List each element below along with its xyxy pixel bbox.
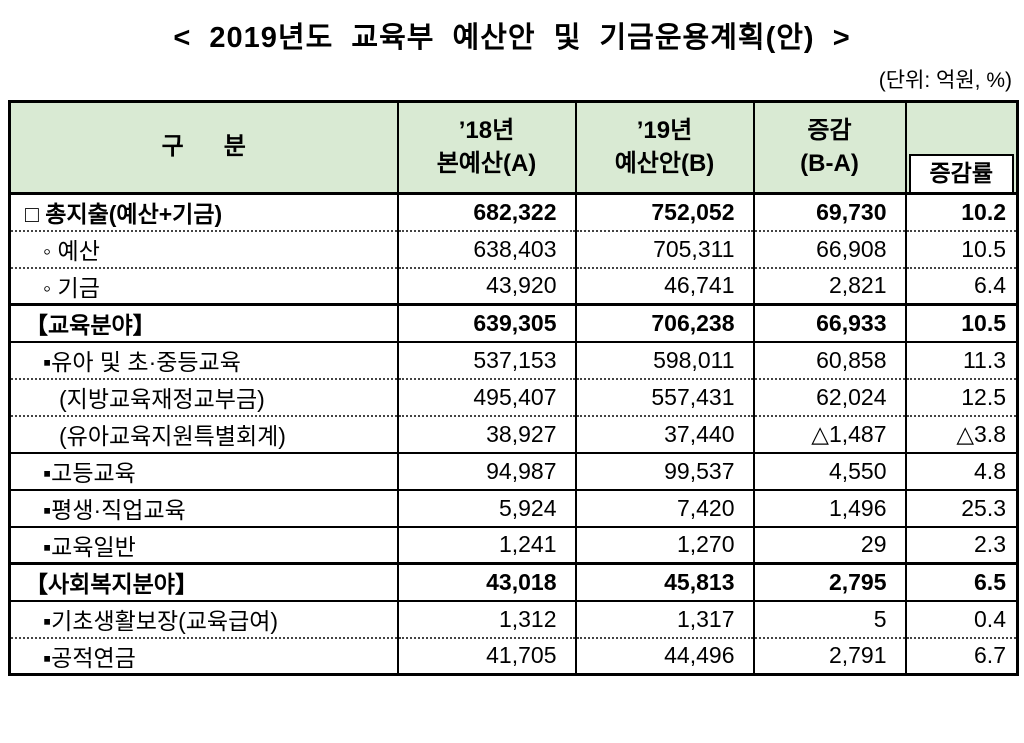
row-category: 【사회복지분야】 (9, 562, 398, 601)
row-category: ▪고등교육 (9, 451, 398, 490)
row-value-2019: 752,052 (574, 193, 754, 231)
row-value-2018: 94,987 (396, 451, 576, 490)
row-value-2018: 1,312 (396, 599, 576, 638)
header-rate-box: 증감률 (908, 154, 1014, 192)
header-row: 구 분 ’18년 본예산(A) ’19년 예산안(B) 증감 (B-A) 증감률 (9, 101, 1018, 195)
table-row: ▪평생·직업교육 5,924 7,420 1,496 25.3 (9, 488, 1018, 527)
row-value-diff: 2,821 (752, 266, 906, 305)
row-value-rate: △3.8 (904, 414, 1018, 453)
budget-table: 구 분 ’18년 본예산(A) ’19년 예산안(B) 증감 (B-A) 증감률 (8, 100, 1019, 676)
table-row: □ 총지출(예산+기금) 682,322 752,052 69,730 10.2 (9, 193, 1018, 231)
row-value-rate: 11.3 (904, 340, 1018, 379)
row-value-2019: 7,420 (574, 488, 754, 527)
row-value-rate: 12.5 (904, 377, 1018, 416)
row-value-rate: 10.5 (904, 229, 1018, 268)
table-row: ◦ 기금 43,920 46,741 2,821 6.4 (9, 266, 1018, 305)
row-value-2018: 41,705 (396, 636, 576, 675)
row-value-2019: 44,496 (574, 636, 754, 675)
table-row: ▪교육일반 1,241 1,270 29 2.3 (9, 525, 1018, 564)
row-category: □ 총지출(예산+기금) (9, 193, 398, 231)
row-value-rate: 6.7 (904, 636, 1018, 675)
row-value-diff: 29 (752, 525, 906, 564)
row-value-rate: 0.4 (904, 599, 1018, 638)
row-value-2019: 37,440 (574, 414, 754, 453)
header-budget-2018-line1: ’18년 (458, 117, 515, 145)
header-budget-2018: ’18년 본예산(A) (396, 101, 576, 195)
row-value-2019: 46,741 (574, 266, 754, 305)
row-category: ▪교육일반 (9, 525, 398, 564)
header-diff: 증감 (B-A) (752, 101, 906, 195)
row-value-rate: 10.2 (904, 193, 1018, 231)
row-value-2018: 639,305 (396, 303, 576, 342)
row-category: (지방교육재정교부금) (9, 377, 398, 416)
row-value-2019: 706,238 (574, 303, 754, 342)
header-budget-2019-line2: 예산안(B) (614, 149, 715, 177)
table-row: 【교육분야】 639,305 706,238 66,933 10.5 (9, 303, 1018, 342)
row-value-2018: 682,322 (396, 193, 576, 231)
header-budget-2018-line2: 본예산(A) (436, 149, 537, 177)
row-category: (유아교육지원특별회계) (9, 414, 398, 453)
row-value-2018: 38,927 (396, 414, 576, 453)
row-value-2018: 43,920 (396, 266, 576, 305)
row-category: ▪공적연금 (9, 636, 398, 675)
table-row: 【사회복지분야】 43,018 45,813 2,795 6.5 (9, 562, 1018, 601)
row-category: ◦ 예산 (9, 229, 398, 268)
table-row: ▪유아 및 초·중등교육 537,153 598,011 60,858 11.3 (9, 340, 1018, 379)
header-category: 구 분 (9, 101, 398, 195)
row-value-diff: 1,496 (752, 488, 906, 527)
row-value-2018: 1,241 (396, 525, 576, 564)
row-value-diff: 66,933 (752, 303, 906, 342)
table-row: ◦ 예산 638,403 705,311 66,908 10.5 (9, 229, 1018, 268)
row-value-diff: 69,730 (752, 193, 906, 231)
row-value-2018: 537,153 (396, 340, 576, 379)
row-value-2018: 5,924 (396, 488, 576, 527)
row-value-2018: 638,403 (396, 229, 576, 268)
header-diff-line1: 증감 (807, 117, 852, 145)
row-value-2018: 495,407 (396, 377, 576, 416)
row-value-rate: 25.3 (904, 488, 1018, 527)
row-value-rate: 2.3 (904, 525, 1018, 564)
header-rate: 증감률 (904, 101, 1018, 195)
page-title: < 2019년도 교육부 예산안 및 기금운용계획(안) > (173, 22, 851, 54)
row-value-2019: 705,311 (574, 229, 754, 268)
unit-note: (단위: 억원, %) (878, 69, 1012, 92)
row-value-2018: 43,018 (396, 562, 576, 601)
row-value-diff: 5 (752, 599, 906, 638)
row-value-rate: 10.5 (904, 303, 1018, 342)
row-value-diff: 60,858 (752, 340, 906, 379)
row-value-diff: 2,795 (752, 562, 906, 601)
row-value-rate: 6.4 (904, 266, 1018, 305)
row-value-2019: 99,537 (574, 451, 754, 490)
row-value-2019: 1,270 (574, 525, 754, 564)
row-value-2019: 45,813 (574, 562, 754, 601)
row-value-2019: 557,431 (574, 377, 754, 416)
header-budget-2019: ’19년 예산안(B) (574, 101, 754, 195)
row-category: ▪유아 및 초·중등교육 (9, 340, 398, 379)
row-value-diff: 66,908 (752, 229, 906, 268)
row-value-diff: 4,550 (752, 451, 906, 490)
table-row: ▪기초생활보장(교육급여) 1,312 1,317 5 0.4 (9, 599, 1018, 638)
row-category: ◦ 기금 (9, 266, 398, 305)
row-category: ▪기초생활보장(교육급여) (9, 599, 398, 638)
row-category: 【교육분야】 (9, 303, 398, 342)
table-row: ▪공적연금 41,705 44,496 2,791 6.7 (9, 636, 1018, 675)
row-value-diff: 62,024 (752, 377, 906, 416)
table-row: (유아교육지원특별회계) 38,927 37,440 △1,487 △3.8 (9, 414, 1018, 453)
row-value-diff: △1,487 (752, 414, 906, 453)
row-value-rate: 4.8 (904, 451, 1018, 490)
table-row: ▪고등교육 94,987 99,537 4,550 4.8 (9, 451, 1018, 490)
header-budget-2019-line1: ’19년 (636, 117, 693, 145)
row-value-2019: 1,317 (574, 599, 754, 638)
row-category: ▪평생·직업교육 (9, 488, 398, 527)
row-value-diff: 2,791 (752, 636, 906, 675)
header-diff-line2: (B-A) (800, 149, 859, 177)
row-value-2019: 598,011 (574, 340, 754, 379)
row-value-rate: 6.5 (904, 562, 1018, 601)
table-row: (지방교육재정교부금) 495,407 557,431 62,024 12.5 (9, 377, 1018, 416)
